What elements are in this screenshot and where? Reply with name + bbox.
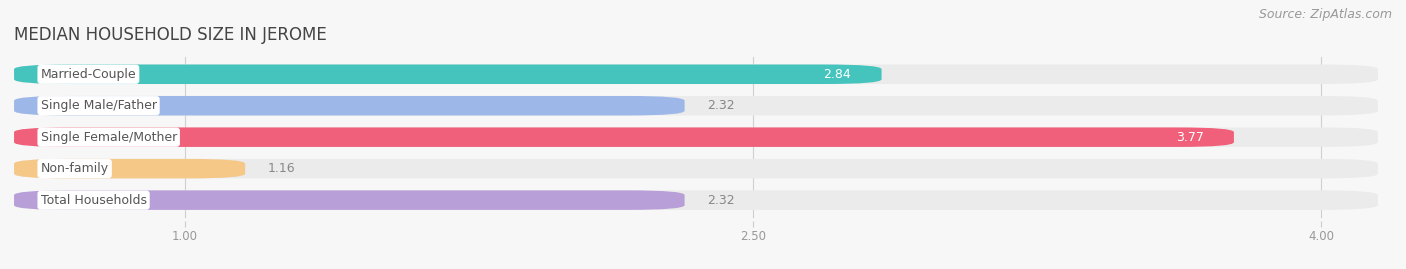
Text: MEDIAN HOUSEHOLD SIZE IN JEROME: MEDIAN HOUSEHOLD SIZE IN JEROME: [14, 26, 326, 44]
FancyBboxPatch shape: [14, 96, 1378, 115]
Text: 3.77: 3.77: [1175, 131, 1204, 144]
Text: 1.16: 1.16: [269, 162, 295, 175]
Text: 2.32: 2.32: [707, 194, 735, 207]
FancyBboxPatch shape: [14, 65, 1378, 84]
FancyBboxPatch shape: [14, 159, 1378, 178]
Text: Total Households: Total Households: [41, 194, 146, 207]
Text: Single Male/Father: Single Male/Father: [41, 99, 156, 112]
Text: Source: ZipAtlas.com: Source: ZipAtlas.com: [1258, 8, 1392, 21]
Text: Single Female/Mother: Single Female/Mother: [41, 131, 177, 144]
FancyBboxPatch shape: [14, 190, 685, 210]
FancyBboxPatch shape: [14, 96, 685, 115]
FancyBboxPatch shape: [14, 65, 882, 84]
FancyBboxPatch shape: [14, 128, 1234, 147]
FancyBboxPatch shape: [14, 128, 1378, 147]
Text: Married-Couple: Married-Couple: [41, 68, 136, 81]
Text: 2.32: 2.32: [707, 99, 735, 112]
Text: 2.84: 2.84: [824, 68, 851, 81]
FancyBboxPatch shape: [14, 159, 245, 178]
Text: Non-family: Non-family: [41, 162, 108, 175]
FancyBboxPatch shape: [14, 190, 1378, 210]
